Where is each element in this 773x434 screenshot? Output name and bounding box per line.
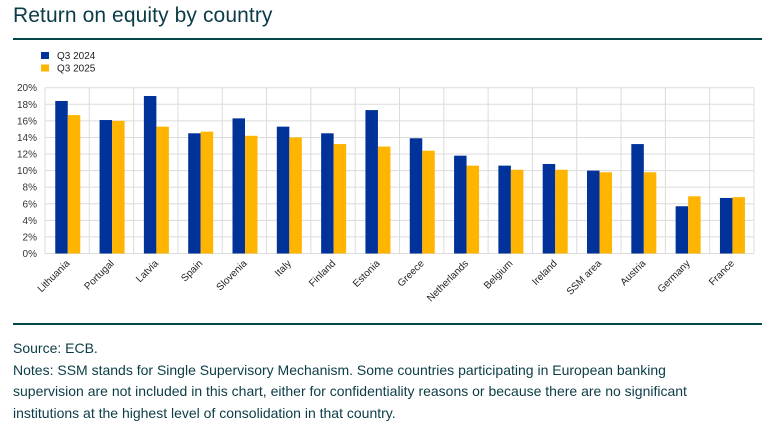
bar-austria-q3-2024 — [631, 144, 644, 254]
legend-swatch-2 — [41, 64, 49, 72]
bar-spain-q3-2025 — [200, 131, 214, 254]
x-tick-label: Slovenia — [215, 258, 250, 293]
bar-germany-q3-2024 — [675, 206, 689, 254]
bars — [55, 95, 745, 254]
bar-spain-q3-2024 — [188, 133, 201, 254]
bar-latvia-q3-2025 — [156, 126, 169, 254]
x-tick-label: Finland — [307, 258, 338, 289]
notes-line-3: institutions at the highest level of con… — [13, 404, 396, 421]
legend-swatch-1 — [41, 52, 49, 59]
bar-greece-q3-2025 — [422, 150, 435, 254]
bar-italy-q3-2025 — [289, 137, 302, 254]
bar-austria-q3-2025 — [643, 172, 657, 254]
bar-chart: Q3 2024 Q3 2025 0% 2% 4% 6% 8% 10% 12% 14% 16% 18%… — [17, 51, 755, 304]
bar-ssm-area-q3-2024 — [587, 170, 600, 254]
legend-label-1: Q3 2024 — [57, 51, 96, 62]
legend-label-2: Q3 2025 — [57, 64, 96, 75]
y-tick-label: 4% — [23, 216, 38, 227]
y-tick-label: 0% — [23, 249, 38, 260]
bar-germany-q3-2025 — [688, 196, 701, 254]
legend: Q3 2024 Q3 2025 — [41, 51, 96, 75]
bar-lithuania-q3-2025 — [67, 115, 81, 254]
bar-portugal-q3-2025 — [112, 120, 125, 254]
bar-ssm-area-q3-2025 — [599, 172, 613, 254]
x-tick-label: Germany — [656, 258, 693, 295]
x-tick-label: Portugal — [82, 258, 116, 292]
bar-netherlands-q3-2025 — [466, 165, 480, 254]
x-axis-labels: Lithuania Portugal Latvia Spain Slovenia Ital… — [36, 258, 737, 304]
x-tick-label: Belgium — [482, 258, 515, 291]
bar-belgium-q3-2025 — [510, 169, 524, 254]
bar-ireland-q3-2025 — [555, 169, 568, 254]
x-tick-label: Ireland — [530, 258, 559, 287]
bar-slovenia-q3-2024 — [232, 118, 246, 254]
bar-france-q3-2024 — [719, 197, 733, 254]
y-tick-label: 2% — [23, 232, 38, 243]
bar-slovenia-q3-2025 — [245, 135, 258, 254]
footer-divider — [13, 323, 762, 325]
notes-line-2: supervision are not included in this cha… — [13, 383, 687, 399]
x-tick-label: Netherlands — [425, 258, 471, 304]
y-tick-label: 8% — [23, 183, 38, 194]
title-divider — [13, 38, 762, 40]
notes-line-1: Notes: SSM stands for Single Supervisory… — [13, 361, 666, 378]
y-tick-label: 12% — [17, 150, 37, 161]
bar-ireland-q3-2024 — [542, 163, 556, 254]
x-tick-label: France — [707, 258, 737, 288]
bar-finland-q3-2024 — [321, 133, 334, 254]
y-tick-label: 10% — [17, 166, 37, 177]
y-tick-label: 16% — [17, 116, 37, 127]
bar-greece-q3-2024 — [409, 138, 423, 254]
x-tick-label: Italy — [273, 258, 294, 279]
x-tick-label: SSM area — [565, 258, 605, 298]
x-tick-label: Lithuania — [36, 258, 73, 295]
x-tick-label: Estonia — [351, 258, 383, 290]
x-tick-label: Austria — [619, 258, 649, 288]
footer: Source: ECB. Notes: SSM stands for Singl… — [13, 338, 687, 424]
bar-latvia-q3-2024 — [143, 95, 157, 254]
bar-belgium-q3-2024 — [498, 165, 511, 254]
bar-france-q3-2025 — [732, 197, 745, 254]
bar-finland-q3-2025 — [333, 144, 347, 254]
bar-portugal-q3-2024 — [99, 120, 113, 254]
source-text: Source: ECB. — [13, 340, 98, 356]
bar-estonia-q3-2025 — [377, 146, 391, 254]
bar-italy-q3-2024 — [276, 126, 290, 254]
bar-netherlands-q3-2024 — [454, 155, 467, 254]
y-tick-label: 18% — [17, 100, 37, 111]
bar-estonia-q3-2024 — [365, 110, 378, 254]
x-tick-label: Spain — [179, 258, 205, 284]
chart-title: Return on equity by country — [13, 4, 273, 27]
bar-lithuania-q3-2024 — [55, 100, 68, 254]
x-tick-label: Greece — [396, 258, 427, 289]
y-tick-label: 20% — [17, 83, 37, 94]
y-axis-ticks: 0% 2% 4% 6% 8% 10% 12% 14% 16% 18% 20% — [17, 83, 37, 260]
x-tick-label: Latvia — [134, 258, 161, 285]
y-tick-label: 14% — [17, 133, 37, 144]
y-tick-label: 6% — [23, 199, 38, 210]
